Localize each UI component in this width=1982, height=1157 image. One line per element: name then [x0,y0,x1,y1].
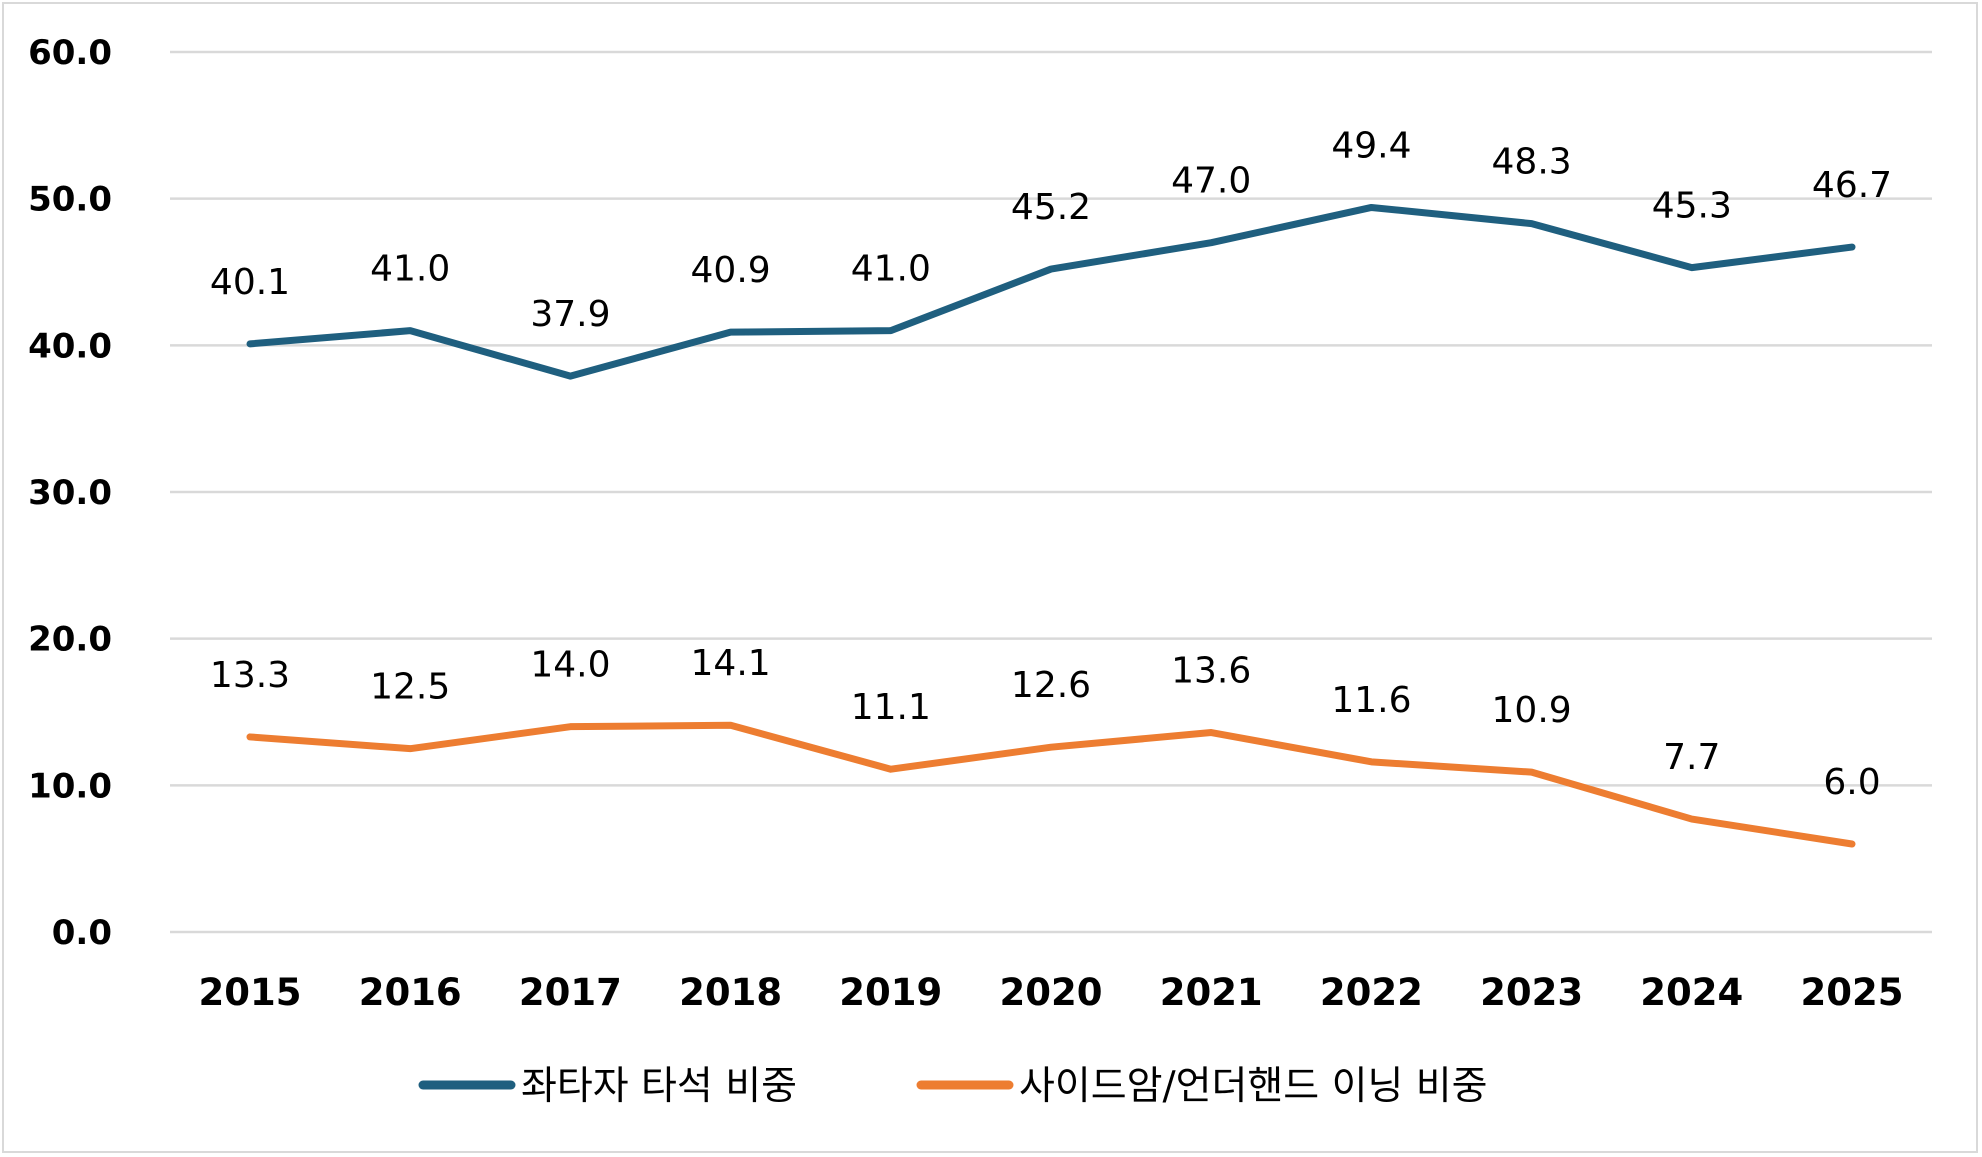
y-tick-label: 0.0 [52,913,112,953]
data-label: 10.9 [1492,690,1572,731]
data-label: 6.0 [1823,762,1880,803]
data-label: 46.7 [1812,165,1892,206]
gridlines [170,50,1932,934]
data-label: 12.5 [370,667,450,708]
x-tick-label: 2017 [519,971,622,1014]
data-label: 13.3 [210,655,290,696]
data-label: 14.1 [691,643,771,684]
x-axis-ticks: 2015 2016 2017 2018 2019 2020 2021 2022 2023 2024… [199,971,1904,1014]
data-labels: 40.1 41.0 37.9 40.9 41.0 45.2 47.0 49.4 48.3 45.3… [210,125,1892,803]
x-tick-label: 2025 [1801,971,1904,1014]
data-label: 41.0 [370,249,450,290]
series-lines [246,203,1856,848]
data-label: 41.0 [851,249,931,290]
x-tick-label: 2016 [359,971,462,1014]
legend-label: 사이드암/언더핸드 이닝 비중 [1019,1064,1488,1109]
legend: 좌타자 타석 비중 사이드암/언더핸드 이닝 비중 [418,1064,1488,1109]
x-tick-label: 2019 [839,971,942,1014]
x-tick-label: 2021 [1160,971,1263,1014]
y-tick-label: 40.0 [28,326,112,366]
data-label: 12.6 [1011,665,1091,706]
data-label: 13.6 [1171,651,1251,692]
x-tick-label: 2022 [1320,971,1423,1014]
y-tick-label: 30.0 [28,473,112,513]
y-tick-label: 50.0 [28,180,112,220]
x-tick-label: 2015 [199,971,302,1014]
data-label: 40.9 [691,250,771,291]
data-label: 49.4 [1331,125,1411,166]
series-line-1 [246,203,1856,380]
y-axis-ticks: 0.0 10.0 20.0 30.0 40.0 50.0 60.0 [28,33,112,953]
data-label: 11.1 [851,687,931,728]
x-tick-label: 2018 [679,971,782,1014]
data-label: 37.9 [530,294,610,335]
data-label: 45.3 [1652,186,1732,227]
legend-label: 좌타자 타석 비중 [521,1064,797,1109]
x-tick-label: 2024 [1640,971,1743,1014]
data-label: 7.7 [1663,737,1720,778]
y-tick-label: 20.0 [28,620,112,660]
data-label: 47.0 [1171,161,1251,202]
data-label: 11.6 [1331,680,1411,721]
x-tick-label: 2023 [1480,971,1583,1014]
series-line-2 [246,721,1856,848]
data-label: 48.3 [1492,142,1572,183]
y-tick-label: 10.0 [28,766,112,806]
data-label: 14.0 [530,645,610,686]
data-label: 40.1 [210,262,290,303]
data-label: 45.2 [1011,187,1091,228]
y-tick-label: 60.0 [28,33,112,73]
x-tick-label: 2020 [1000,971,1103,1014]
